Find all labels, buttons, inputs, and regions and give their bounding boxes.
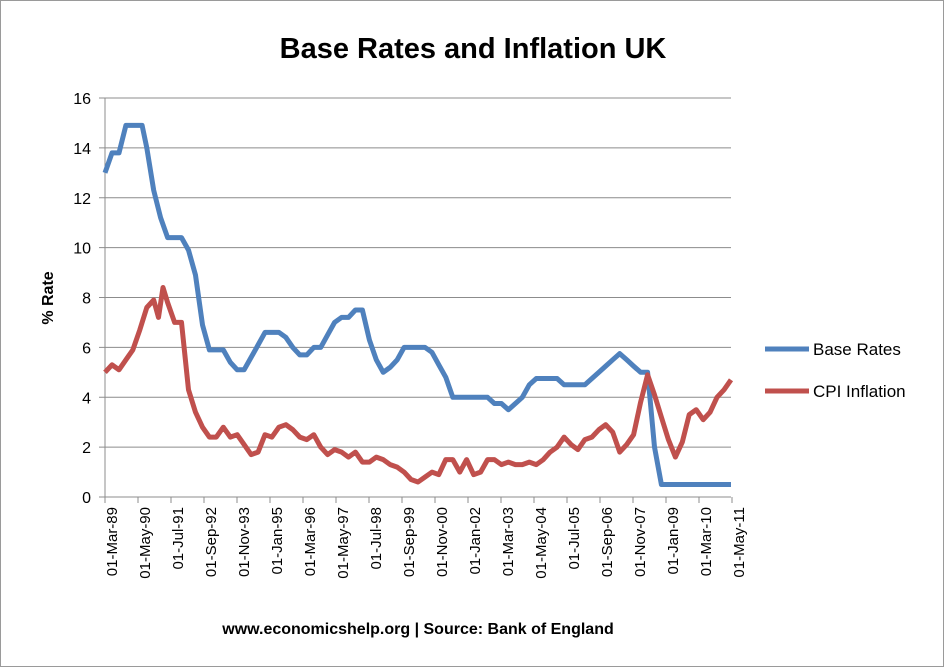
x-tick-label: 01-Nov-07 [632, 507, 649, 577]
y-tick-label: 8 [82, 291, 91, 308]
grid-lines [105, 97, 731, 448]
x-tick-label: 01-Sep-99 [401, 507, 418, 577]
x-tick-label: 01-May-04 [533, 507, 550, 579]
y-tick-label: 2 [82, 440, 91, 457]
series-line-cpi-inflation [103, 285, 734, 485]
x-axis-ticks: 01-Mar-89 01-May-90 01-Jul-91 01-Sep-92 01-N… [104, 497, 748, 579]
x-tick-label: 01-Mar-96 [302, 507, 319, 576]
legend-label: Base Rates [813, 340, 901, 359]
x-tick-label: 01-Jan-02 [467, 507, 484, 575]
x-tick-label: 01-Jul-91 [170, 507, 187, 570]
y-tick-label: 16 [73, 91, 91, 108]
legend: Base Rates CPI Inflation [765, 340, 906, 401]
source-note: www.economicshelp.org | Source: Bank of … [221, 621, 614, 638]
legend-label: CPI Inflation [813, 382, 906, 401]
axes [104, 98, 731, 498]
series-line-base-rates [102, 122, 731, 487]
x-tick-label: 01-Sep-92 [203, 507, 220, 577]
x-tick-label: 01-Jan-95 [269, 507, 286, 575]
x-tick-label: 01-Jul-05 [566, 507, 583, 570]
x-tick-label: 01-Nov-00 [434, 507, 451, 577]
y-tick-label: 4 [82, 390, 91, 407]
x-tick-label: 01-Mar-89 [104, 507, 121, 576]
y-axis-ticks: 0 2 4 6 8 10 12 14 16 [73, 91, 105, 507]
y-axis-label: % Rate [40, 271, 57, 324]
x-tick-label: 01-Sep-06 [599, 507, 616, 577]
x-tick-label: 01-May-97 [335, 507, 352, 579]
y-tick-label: 0 [82, 490, 91, 507]
x-tick-label: 01-May-11 [731, 507, 748, 578]
y-tick-label: 6 [82, 340, 91, 357]
x-tick-label: 01-Jan-09 [665, 507, 682, 575]
y-tick-label: 10 [73, 241, 91, 258]
x-tick-label: 01-Mar-10 [698, 507, 715, 576]
chart-title: Base Rates and Inflation UK [280, 33, 667, 65]
x-tick-label: 01-Jul-98 [368, 507, 385, 570]
y-tick-label: 14 [73, 141, 91, 158]
x-tick-label: 01-May-90 [137, 507, 154, 579]
series-lines [102, 122, 734, 487]
y-tick-label: 12 [73, 191, 91, 208]
x-tick-label: 01-Nov-93 [236, 507, 253, 577]
x-tick-label: 01-Mar-03 [500, 507, 517, 576]
